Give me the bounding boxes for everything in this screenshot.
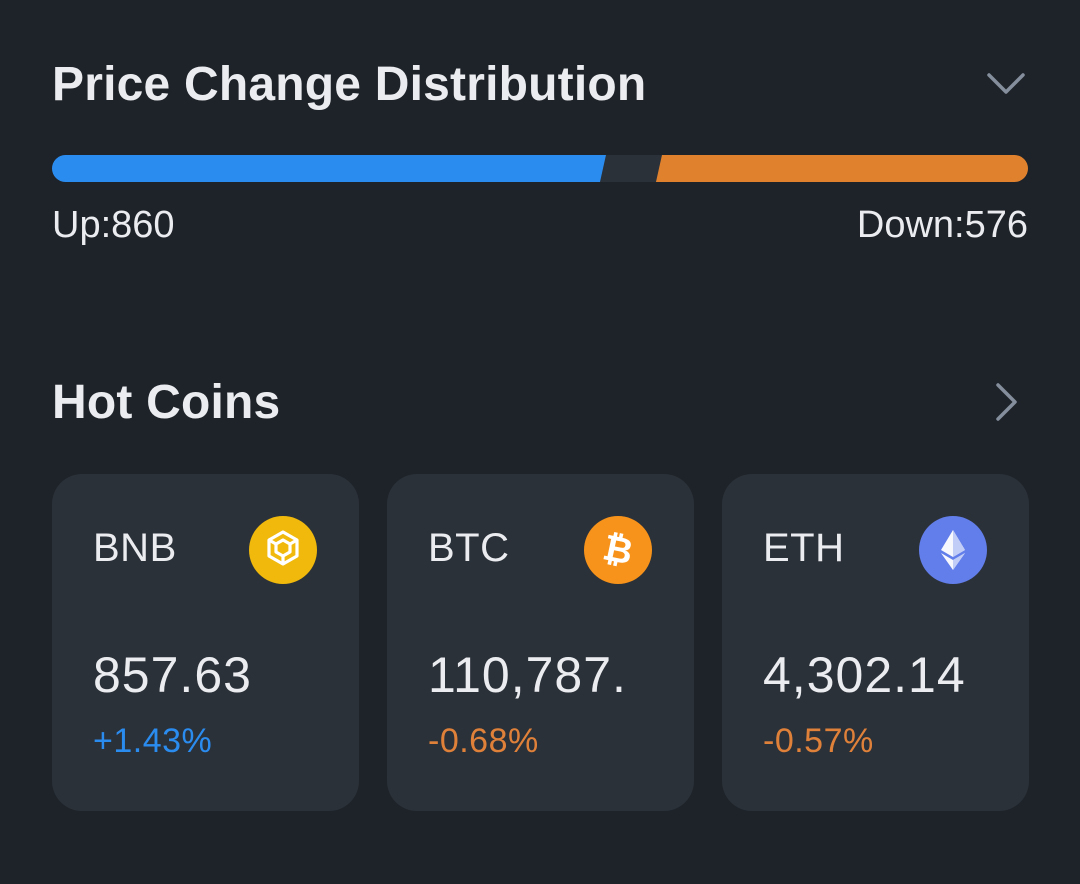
bitcoin-icon: ₿ (584, 516, 652, 584)
coin-change: -0.68% (428, 722, 539, 760)
coin-price: 110,787. (428, 647, 627, 703)
hot-coins-title: Hot Coins (52, 375, 281, 429)
ethereum-icon (919, 516, 987, 584)
hot-coins-header[interactable]: Hot Coins (52, 370, 1028, 434)
coin-card-bnb[interactable]: BNB 857.63 +1.43% (52, 474, 359, 811)
coin-price: 857.63 (93, 647, 252, 703)
chevron-right-icon[interactable] (984, 380, 1028, 424)
distribution-up-segment (52, 155, 606, 182)
hot-coins-list: BNB 857.63 +1.43% BTC ₿ (52, 474, 1029, 811)
coin-card-eth[interactable]: ETH 4,302.14 -0.57% (722, 474, 1029, 811)
distribution-labels: Up:860 Down:576 (52, 204, 1028, 247)
coin-symbol: BTC (428, 526, 510, 570)
coin-price: 4,302.14 (763, 647, 966, 703)
bnb-icon (249, 516, 317, 584)
coin-symbol: ETH (763, 526, 845, 570)
down-count-label: Down:576 (856, 204, 1028, 246)
coin-symbol: BNB (93, 526, 177, 570)
distribution-down-segment (655, 155, 1028, 182)
coin-change: -0.57% (763, 722, 874, 760)
coin-card-btc[interactable]: BTC ₿ 110,787. -0.68% (387, 474, 694, 811)
distribution-bar (52, 155, 1028, 182)
up-count-label: Up:860 (52, 204, 175, 246)
distribution-title: Price Change Distribution (52, 57, 647, 111)
distribution-header[interactable]: Price Change Distribution (52, 52, 1028, 116)
coin-change: +1.43% (93, 722, 213, 760)
svg-text:₿: ₿ (599, 526, 636, 572)
chevron-down-icon[interactable] (984, 62, 1028, 106)
